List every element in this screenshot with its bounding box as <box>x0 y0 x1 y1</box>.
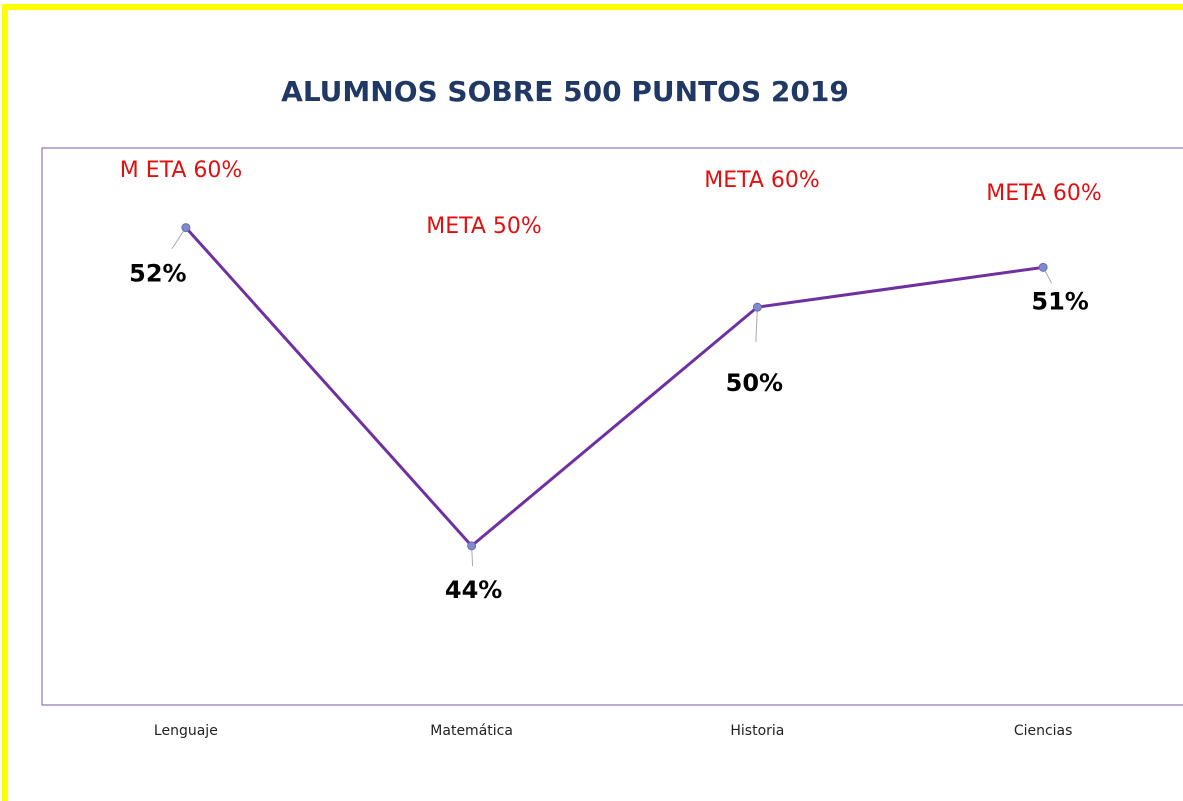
data-label: 52% <box>129 260 186 288</box>
plot-area <box>41 147 1183 706</box>
annotation: META 60% <box>704 168 820 193</box>
frame <box>2 4 1183 801</box>
line <box>184 226 1044 548</box>
annotation: M ETA 60% <box>120 158 243 183</box>
data-label: 51% <box>1031 287 1088 315</box>
annotation: META 50% <box>426 214 542 239</box>
marker <box>181 223 191 233</box>
annotation: META 60% <box>986 181 1102 206</box>
x-tick-label: Lenguaje <box>154 723 218 739</box>
leader-line <box>755 307 758 342</box>
x-tick-label: Historia <box>730 723 784 739</box>
marker <box>1038 262 1048 272</box>
data-label: 44% <box>445 576 502 604</box>
x-tick-label: Ciencias <box>1014 723 1073 739</box>
marker <box>752 302 762 312</box>
x-tick-label: Matemática <box>430 723 513 739</box>
chart-title: ALUMNOS SOBRE 500 PUNTOS 2019 <box>281 75 849 108</box>
data-label: 50% <box>726 369 783 397</box>
marker <box>467 541 477 551</box>
